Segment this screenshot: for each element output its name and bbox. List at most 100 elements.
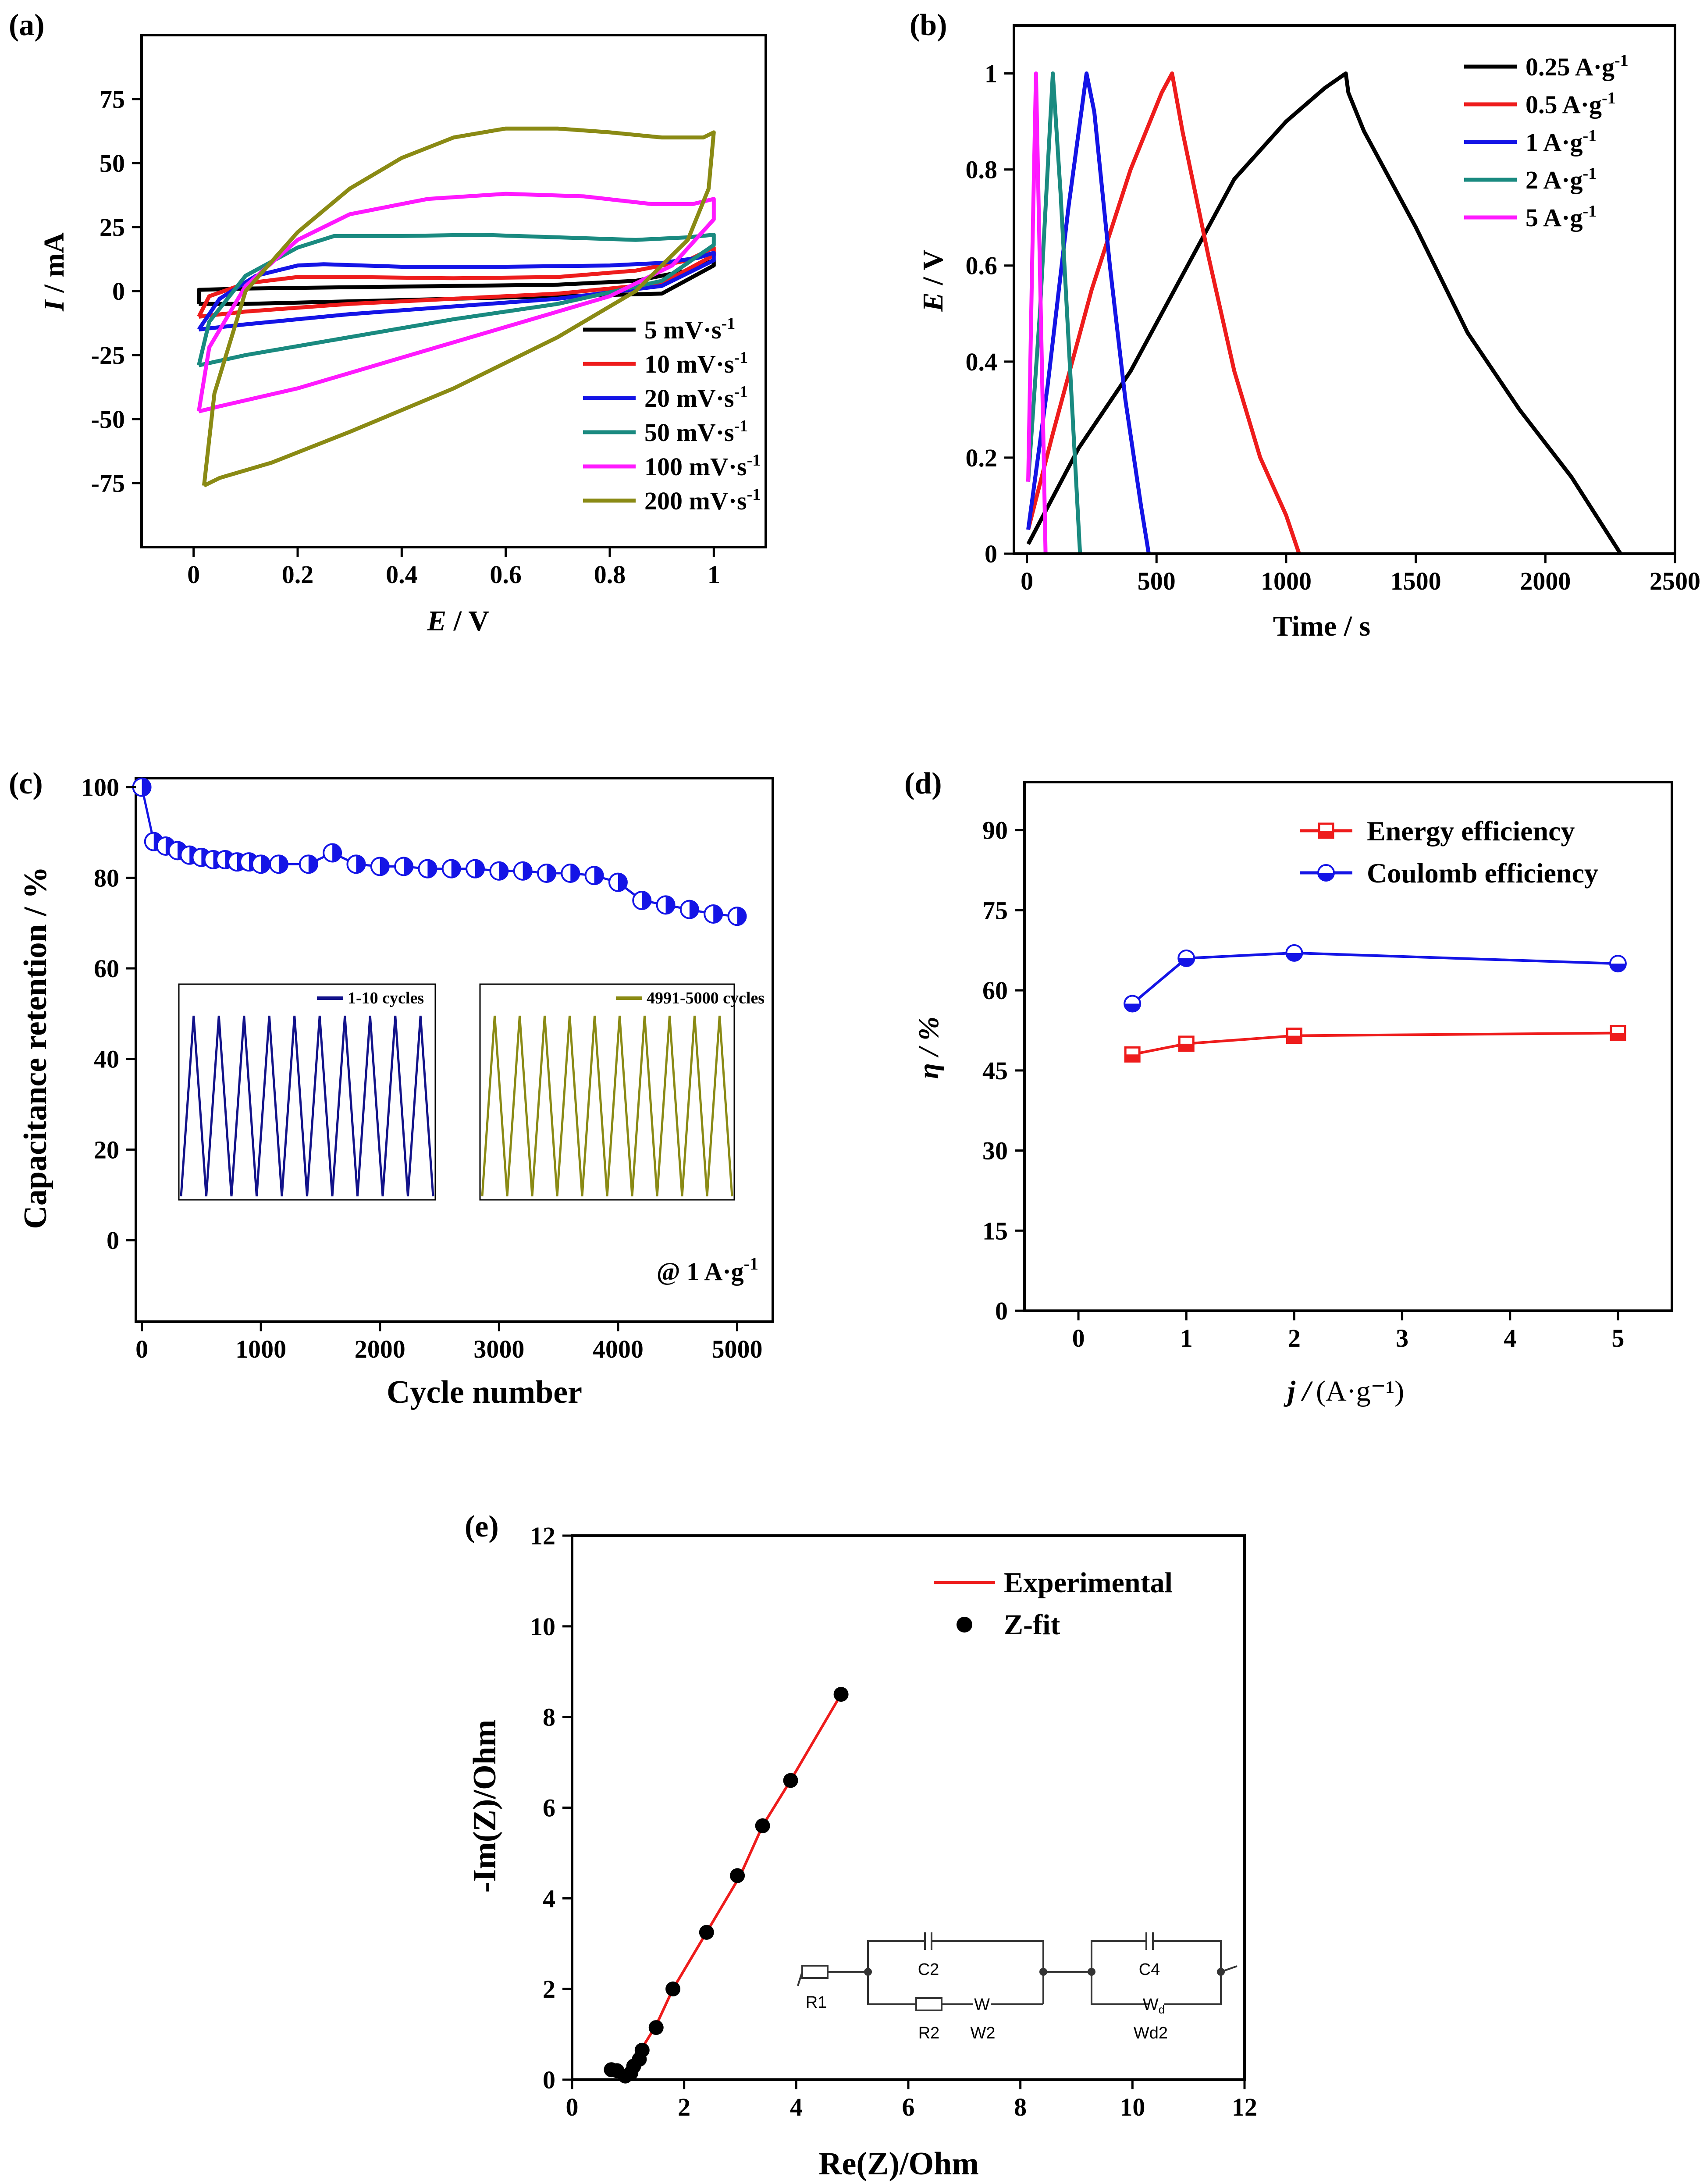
x-tick-label: 0 <box>566 2093 579 2121</box>
panel-b-ylabel: E / V <box>917 249 949 312</box>
panel-d-ylabel: η / % <box>913 1017 945 1079</box>
x-tick-label: 5 <box>1611 1324 1624 1352</box>
coulomb-point-fill <box>1124 1003 1141 1012</box>
panel-a-series <box>197 126 716 487</box>
y-tick-label: 10 <box>530 1612 555 1641</box>
x-tick-label: 500 <box>1138 567 1176 595</box>
x-tick-label: 0 <box>135 1335 148 1363</box>
y-tick-label: 50 <box>100 149 125 178</box>
circuit-wire <box>1164 1972 1222 2005</box>
legend-e-label-0: Experimental <box>1004 1567 1173 1599</box>
legend-a-2-label: 20 mV·s-1 <box>644 383 748 413</box>
legend-d-label-1: Coulomb efficiency <box>1367 857 1598 889</box>
panel-c-frame <box>135 777 774 1323</box>
x-tick-label: 2 <box>1288 1324 1301 1352</box>
y-tick-label: 100 <box>81 773 119 802</box>
zfit-point <box>730 1868 745 1883</box>
x-tick-label: 4000 <box>593 1335 644 1363</box>
x-tick-label: 1 <box>1180 1324 1193 1352</box>
panel-b-frame <box>1013 24 1676 555</box>
x-tick-label: 2 <box>678 2093 690 2121</box>
retention-point-fill <box>737 907 746 925</box>
efficiency-line-1 <box>1131 951 1618 1005</box>
panel-c-annotation: @ 1 A·g-1 <box>657 1254 758 1286</box>
y-tick-label: 80 <box>94 864 119 892</box>
y-tick-label: 45 <box>982 1056 1008 1085</box>
retention-point-fill <box>261 855 270 873</box>
panel-c-label: (c) <box>9 767 43 800</box>
retention-point-fill <box>594 867 603 885</box>
panel-c-insets: 1-10 cycles 4991-5000 cycles <box>178 983 765 1201</box>
panel-a-cv-curves: (a) 0 0.2 0.4 0.6 0.8 1 -75 -50 -25 0 25 50 75 E / V… <box>9 8 767 637</box>
cv-series-3 <box>197 233 716 367</box>
retention-point-fill <box>665 896 675 914</box>
retention-point-fill <box>642 892 651 909</box>
inset-curve-1 <box>481 1015 733 1197</box>
gcd-series-0 <box>1026 71 1622 555</box>
y-tick-label: -50 <box>91 405 125 434</box>
inset-frame-0 <box>178 983 436 1201</box>
cv-series-2 <box>197 250 716 332</box>
circuit-wire <box>1091 1972 1149 2005</box>
panel-d-label: (d) <box>904 767 942 800</box>
zfit-point <box>699 1924 714 1940</box>
panel-b-xlabel: Time / s <box>1273 610 1370 642</box>
y-tick-label: 0 <box>112 277 125 306</box>
gcd-series-4 <box>1026 71 1048 554</box>
legend-b-3-label: 2 A·g-1 <box>1526 164 1597 194</box>
legend-d-marker-fill-0 <box>1319 831 1333 838</box>
panel-a-label: (a) <box>9 8 45 42</box>
x-tick-label: 6 <box>902 2093 915 2121</box>
inset-frame-1 <box>479 983 735 1201</box>
legend-d-marker-fill-1 <box>1318 873 1334 881</box>
legend-d-label-0: Energy efficiency <box>1367 815 1575 847</box>
y-tick-label: 0.4 <box>966 348 998 376</box>
x-tick-label: 12 <box>1232 2093 1257 2121</box>
panel-a-ylabel: I / mA <box>38 232 70 312</box>
legend-e-label-1: Z-fit <box>1004 1609 1060 1641</box>
retention-point-fill <box>451 860 460 878</box>
panel-a-legend: 5 mV·s-1 10 mV·s-1 20 mV·s-1 50 mV·s-1 100 m… <box>583 314 761 515</box>
y-tick-label: 75 <box>100 85 125 114</box>
panel-c-ylabel: Capacitance retention / % <box>18 867 53 1229</box>
y-tick-label: 0 <box>543 2066 555 2094</box>
y-tick-label: -25 <box>91 341 125 370</box>
retention-point-fill <box>689 900 698 918</box>
circuit-label-c2: C2 <box>918 1960 939 1979</box>
retention-point-fill <box>356 855 365 873</box>
panel-c-ticks: 0 1000 2000 3000 4000 5000 0 20 40 60 80 100 <box>81 773 763 1363</box>
legend-a-1-label: 10 mV·s-1 <box>644 349 748 378</box>
x-tick-label: 0 <box>1072 1324 1085 1352</box>
circuit-label-wd-symbol: Wd <box>1143 1995 1165 2016</box>
circuit-wire <box>1153 1940 1222 1972</box>
retention-point-fill <box>546 864 555 882</box>
legend-b-2-label: 1 A·g-1 <box>1526 127 1597 157</box>
y-tick-label: 0 <box>107 1226 119 1255</box>
x-tick-label: 2000 <box>355 1335 405 1363</box>
panel-a-ticks: 0 0.2 0.4 0.6 0.8 1 -75 -50 -25 0 25 50 75 <box>91 85 720 589</box>
circuit-label-wd2: Wd2 <box>1134 2024 1168 2042</box>
circuit-wire <box>932 1940 1044 1972</box>
circuit-label-w2: W2 <box>971 2024 996 2042</box>
panel-c-xlabel: Cycle number <box>387 1374 582 1410</box>
x-tick-label: 2500 <box>1650 567 1700 595</box>
x-tick-label: 0 <box>187 560 200 589</box>
y-tick-label: 0 <box>995 1297 1008 1325</box>
panel-e-ylabel: -Im(Z)/Ohm <box>467 1720 503 1893</box>
x-tick-label: 3000 <box>473 1335 524 1363</box>
y-tick-label: 4 <box>543 1884 555 1913</box>
retention-point-fill <box>523 862 532 880</box>
y-tick-label: 90 <box>982 816 1008 845</box>
circuit-resistor-r1 <box>801 1965 829 1979</box>
inset-legend-label-1: 4991-5000 cycles <box>647 989 765 1007</box>
y-tick-label: 0 <box>985 540 997 568</box>
zfit-point <box>833 1686 849 1702</box>
gcd-series-3 <box>1026 71 1082 554</box>
y-tick-label: 6 <box>543 1794 555 1822</box>
panel-b-ticks: 0 500 1000 1500 2000 2500 0 0.2 0.4 0.6 0.8 1 <box>966 60 1701 595</box>
panel-e-series <box>604 1686 849 2084</box>
panel-b-legend: 0.25 A·g-1 0.5 A·g-1 1 A·g-1 2 A·g-1 5 A·g-1 <box>1464 51 1629 232</box>
circuit-wire <box>867 1972 916 2005</box>
x-tick-label: 0.8 <box>594 560 626 589</box>
